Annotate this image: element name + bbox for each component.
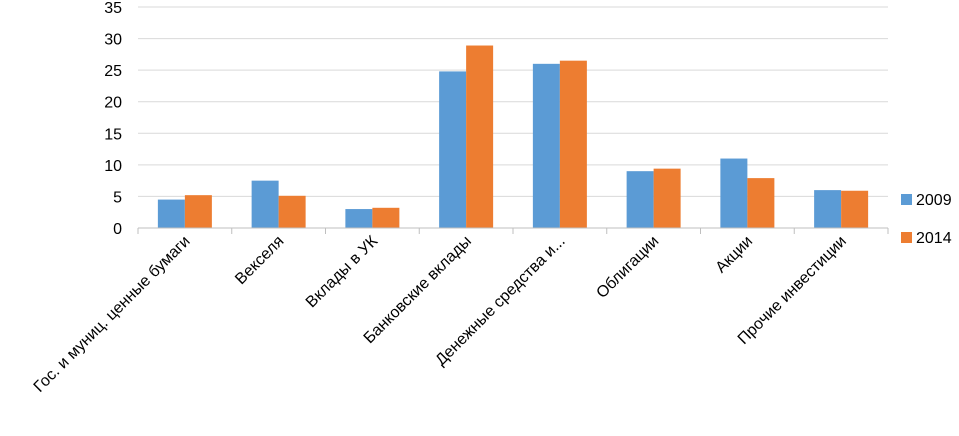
x-axis bbox=[137, 227, 889, 234]
bar-2014-1 bbox=[278, 195, 306, 228]
legend-label: 2014 bbox=[916, 230, 952, 247]
bar-2009-5 bbox=[626, 171, 654, 228]
bar-2009-7 bbox=[814, 190, 842, 228]
legend-swatch-2009 bbox=[901, 194, 912, 205]
bar-2014-7 bbox=[841, 190, 869, 228]
bar-2014-4 bbox=[559, 60, 587, 228]
y-tick-label: 15 bbox=[104, 126, 122, 143]
bar-2009-4 bbox=[532, 63, 560, 229]
y-tick-label: 0 bbox=[113, 221, 122, 238]
x-category-label: Облигации bbox=[593, 233, 662, 302]
x-category-label: Акции bbox=[713, 233, 757, 277]
legend-label: 2009 bbox=[916, 192, 952, 209]
x-category-label: Вклады в УК bbox=[303, 232, 382, 311]
x-category-label: Банковские вклады bbox=[361, 233, 475, 347]
bar-2014-0 bbox=[184, 195, 212, 228]
legend-swatch-2014 bbox=[901, 232, 912, 243]
y-tick-label: 20 bbox=[104, 95, 122, 112]
y-axis-tick-labels: 0 5 10 15 20 25 30 35 bbox=[104, 0, 122, 238]
y-tick-label: 10 bbox=[104, 158, 122, 175]
y-tick-label: 25 bbox=[104, 63, 122, 80]
y-tick-label: 5 bbox=[113, 189, 122, 206]
x-category-label: Векселя bbox=[232, 233, 287, 288]
bar-2014-2 bbox=[372, 207, 400, 228]
x-axis-category-labels: Гос. и муниц. ценные бумаги Векселя Вклады… bbox=[31, 232, 850, 395]
bar-2009-0 bbox=[157, 199, 185, 228]
bar-2009-2 bbox=[345, 209, 373, 228]
bar-2009-6 bbox=[720, 158, 748, 228]
bar-2014-6 bbox=[747, 178, 775, 228]
bar-2009-3 bbox=[439, 71, 467, 228]
bar-2014-5 bbox=[653, 168, 681, 228]
bar-2014-3 bbox=[466, 45, 494, 228]
gridlines bbox=[138, 6, 888, 197]
bar-2009-1 bbox=[251, 180, 279, 228]
y-tick-label: 35 bbox=[104, 0, 122, 17]
legend: 2009 2014 bbox=[901, 192, 952, 247]
y-tick-label: 30 bbox=[104, 32, 122, 49]
bars bbox=[157, 45, 869, 229]
x-category-label: Гос. и муниц. ценные бумаги bbox=[31, 233, 194, 396]
x-category-label: Прочие инвестиции bbox=[735, 233, 850, 348]
